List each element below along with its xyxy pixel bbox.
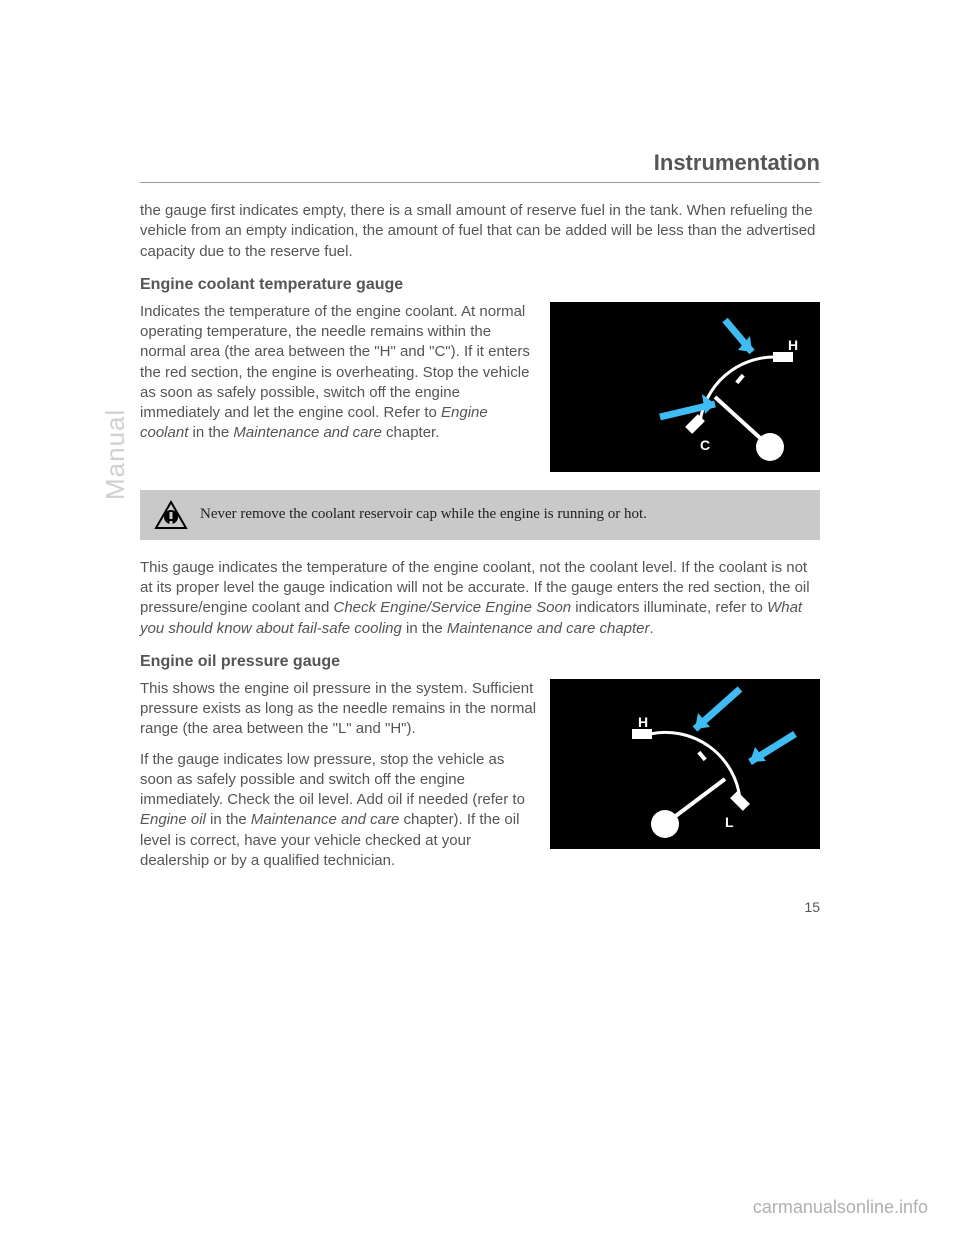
- section2-block: H L This shows the engine oil pressure i…: [140, 679, 820, 871]
- page-content: Instrumentation the gauge first indicate…: [140, 150, 820, 915]
- coolant-gauge-figure: H C: [550, 302, 820, 472]
- section2-heading: Engine oil pressure gauge: [140, 653, 820, 671]
- svg-text:L: L: [725, 814, 734, 830]
- oil-gauge-figure: H L: [550, 679, 820, 849]
- section1-block: H C Indicates the temperature of the eng…: [140, 302, 820, 476]
- warning-box: Never remove the coolant reservoir cap w…: [140, 490, 820, 540]
- watermark: Manual: [100, 409, 131, 500]
- svg-text:C: C: [700, 437, 710, 453]
- footer-url: carmanualsonline.info: [753, 1197, 928, 1218]
- section1-heading: Engine coolant temperature gauge: [140, 276, 820, 294]
- svg-text:H: H: [788, 337, 798, 353]
- warning-icon: [154, 500, 188, 530]
- paragraph-2: This gauge indicates the temperature of …: [140, 558, 820, 639]
- chapter-rule: [140, 182, 820, 183]
- svg-text:H: H: [638, 714, 648, 730]
- chapter-title: Instrumentation: [140, 150, 820, 176]
- intro-paragraph: the gauge first indicates empty, there i…: [140, 201, 820, 262]
- page-number: 15: [140, 899, 820, 915]
- warning-text: Never remove the coolant reservoir cap w…: [200, 505, 647, 525]
